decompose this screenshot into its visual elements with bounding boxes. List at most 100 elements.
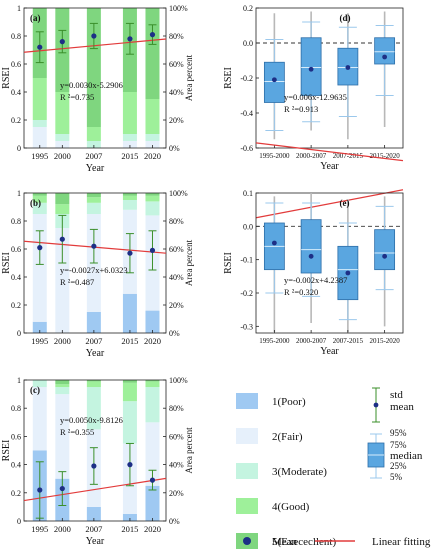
y-tick-label: 1 bbox=[17, 189, 21, 198]
mean-point bbox=[127, 36, 133, 42]
bar-segment bbox=[145, 485, 160, 521]
legend-label: 4(Good) bbox=[272, 501, 310, 513]
y2-tick-label: 0% bbox=[169, 144, 180, 153]
panel-c: 0 0.2 0.4 0.6 0.8 1 0% 20% 40% 60% 80% 100% 1995 2000… bbox=[1, 376, 194, 547]
legend-mean-label: Mean bbox=[272, 536, 298, 548]
x-tick-label: 2015 bbox=[121, 524, 138, 534]
legend-std-mean-dot bbox=[373, 402, 379, 408]
bar-segment bbox=[122, 134, 137, 141]
legend: 1(Poor) 2(Fair) 3(Moderate) 4(Good) 5(Execec… bbox=[236, 387, 431, 549]
y2-tick-label: 60% bbox=[169, 432, 184, 441]
mean-point bbox=[59, 236, 65, 242]
bar-segment bbox=[32, 78, 47, 120]
bar-segment bbox=[122, 200, 137, 210]
y2-tick-label: 80% bbox=[169, 217, 184, 226]
bar-segment bbox=[145, 99, 160, 134]
fit-r2: R ²=0.355 bbox=[60, 427, 94, 437]
box bbox=[263, 61, 285, 103]
y2-tick-label: 100% bbox=[169, 189, 188, 198]
panel-d: -0.6 -0.4 -0.2 0.0 0.2 1995-2000 2000-2007 2007… bbox=[223, 4, 404, 219]
legend-box-label: 5% bbox=[390, 472, 403, 482]
bar-segment bbox=[122, 92, 137, 134]
bar-segment bbox=[122, 401, 137, 444]
plot-frame bbox=[23, 7, 167, 149]
bar-segment bbox=[32, 214, 47, 322]
y2-tick-label: 40% bbox=[169, 88, 184, 97]
bar-segment bbox=[145, 193, 160, 196]
x-tick-label: 2015 bbox=[121, 336, 138, 346]
legend-label: 2(Fair) bbox=[272, 431, 303, 443]
bar-segment bbox=[86, 380, 101, 382]
y2-tick-label: 80% bbox=[169, 32, 184, 41]
bar-segment bbox=[55, 394, 70, 479]
y-tick-label: 0 bbox=[17, 144, 21, 153]
fit-line bbox=[255, 142, 404, 162]
bar-segment bbox=[86, 197, 101, 203]
fit-equation: y=0.0050x-9.8126 bbox=[60, 415, 123, 425]
panel-label: (b) bbox=[30, 198, 41, 208]
bar-segment bbox=[32, 380, 47, 388]
y-tick-label: -0.2 bbox=[240, 289, 253, 298]
legend-swatch-3 bbox=[236, 463, 258, 479]
bar-segment bbox=[145, 201, 160, 216]
bar-segment bbox=[32, 195, 47, 203]
legend-mean-marker bbox=[243, 537, 251, 545]
y-tick-label: -0.2 bbox=[240, 74, 253, 83]
panel-label: (c) bbox=[30, 385, 40, 395]
x-tick-label: 2020 bbox=[144, 336, 161, 346]
mean-point bbox=[37, 44, 43, 50]
bar-segment bbox=[122, 382, 137, 402]
bar-segment bbox=[86, 381, 101, 388]
plot-frame bbox=[23, 379, 167, 522]
bar-segment bbox=[86, 193, 101, 198]
bar-segment bbox=[86, 127, 101, 141]
y2-tick-label: 20% bbox=[169, 116, 184, 125]
panel-label: (d) bbox=[340, 13, 351, 23]
bar-segment bbox=[145, 380, 160, 382]
x-tick-label: 2000-2007 bbox=[296, 152, 327, 160]
mean-point bbox=[382, 253, 388, 259]
bar-segment bbox=[86, 202, 101, 214]
x-tick-label: 2015 bbox=[121, 151, 138, 161]
mean-point bbox=[91, 463, 97, 469]
x-axis-label: Year bbox=[320, 161, 339, 172]
bar-segment bbox=[86, 312, 101, 333]
box bbox=[300, 219, 322, 274]
mean-point bbox=[37, 245, 43, 251]
y-tick-label: -0.3 bbox=[240, 322, 253, 331]
legend-box-label: 25% bbox=[390, 461, 407, 471]
bar-segment bbox=[145, 381, 160, 388]
mean-point bbox=[308, 253, 314, 259]
y2-tick-label: 60% bbox=[169, 245, 184, 254]
y-tick-label: 0.8 bbox=[11, 217, 21, 226]
box bbox=[374, 37, 396, 65]
mean-point bbox=[59, 485, 65, 492]
x-tick-label: 2000 bbox=[54, 151, 71, 161]
legend-std-mean-label: mean bbox=[390, 401, 414, 413]
mean-point bbox=[37, 487, 43, 493]
x-tick-label: 1995-2000 bbox=[259, 337, 290, 345]
mean-point bbox=[271, 240, 277, 246]
fit-r2: R ²=0.320 bbox=[284, 287, 318, 297]
bar-segment bbox=[122, 195, 137, 200]
bar-segment bbox=[55, 228, 70, 333]
mean-point bbox=[308, 66, 314, 72]
fit-equation: y=-0.002x+4.2387 bbox=[284, 275, 347, 285]
x-tick-label: 1995-2000 bbox=[259, 152, 290, 160]
mean-point bbox=[149, 477, 156, 483]
bar-segment bbox=[86, 8, 101, 127]
x-axis-label: Year bbox=[86, 348, 105, 359]
fit-equation: y=-0.0027x+6.0323 bbox=[60, 265, 128, 275]
y-axis-label: RSEI bbox=[223, 252, 234, 274]
y-tick-label: 0.4 bbox=[11, 88, 21, 97]
mean-point bbox=[149, 31, 156, 38]
y-tick-label: 0.6 bbox=[11, 432, 21, 441]
bar-segment bbox=[86, 141, 101, 148]
y-tick-label: 0.0 bbox=[243, 39, 253, 48]
plot-frame bbox=[255, 192, 404, 334]
mean-point bbox=[382, 54, 388, 60]
bar-segment bbox=[55, 204, 70, 214]
y-tick-label: 0.2 bbox=[11, 116, 21, 125]
bar-segment bbox=[122, 193, 137, 196]
bar-segment bbox=[86, 506, 101, 521]
